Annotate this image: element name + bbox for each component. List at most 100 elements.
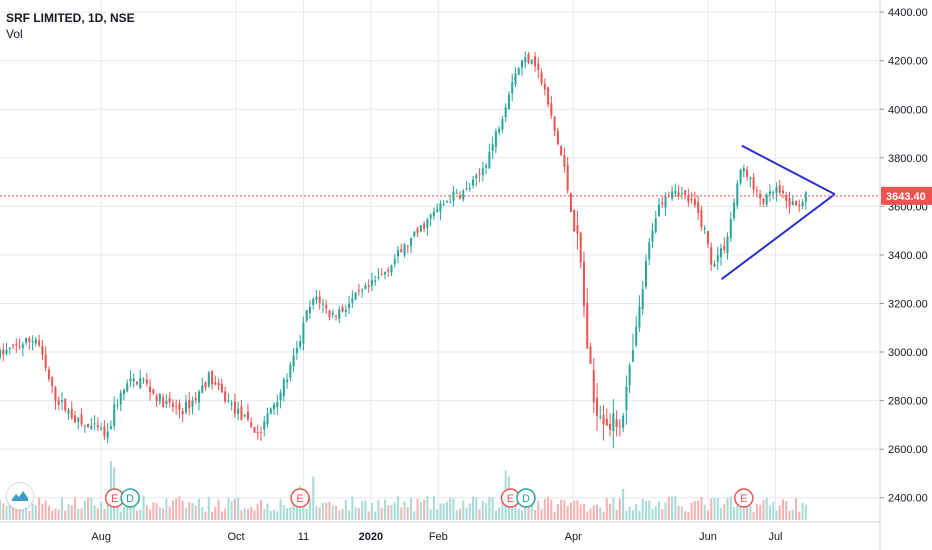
volume-bar xyxy=(8,504,11,520)
volume-bar xyxy=(638,510,641,520)
y-tick-label: 3200.00 xyxy=(888,298,928,310)
tradingview-logo[interactable] xyxy=(6,482,34,510)
volume-bar xyxy=(726,498,729,520)
volume-bar xyxy=(481,500,484,520)
candle-body xyxy=(573,209,576,232)
candle-body xyxy=(504,107,507,118)
candle-body xyxy=(746,169,749,177)
volume-bar xyxy=(370,502,373,520)
volume-bar xyxy=(416,498,419,520)
volume-bar xyxy=(256,503,259,520)
candle-body xyxy=(335,315,338,317)
volume-bar xyxy=(804,504,807,520)
candle-body xyxy=(64,398,67,411)
candle-body xyxy=(269,408,272,414)
candle-body xyxy=(279,392,282,401)
volume-bar xyxy=(194,505,197,520)
marker-label: E xyxy=(507,493,514,505)
candle-body xyxy=(197,391,201,403)
candle-body xyxy=(126,383,129,392)
candle-body xyxy=(661,202,664,205)
candle-body xyxy=(462,190,465,200)
candle-body xyxy=(654,218,657,232)
volume-bar xyxy=(641,498,644,520)
x-tick-label: 11 xyxy=(298,531,309,543)
candle-body xyxy=(465,188,468,190)
dividend-marker[interactable]: D xyxy=(516,488,536,508)
volume-bar xyxy=(599,507,602,520)
candle-body xyxy=(299,341,302,347)
volume-bar xyxy=(119,511,122,520)
volume-bar xyxy=(586,511,589,520)
candle-body xyxy=(540,72,543,84)
volume-label: Vol xyxy=(6,27,23,41)
volume-bar xyxy=(191,502,194,520)
volume-bar xyxy=(31,503,34,520)
volume-bar xyxy=(759,505,762,520)
volume-bar xyxy=(155,503,158,520)
candle-body xyxy=(74,415,77,423)
price-axis[interactable]: 2400.00 2600.00 2800.00 3000.00 3200.00 3400.… xyxy=(879,0,932,550)
candle-body xyxy=(2,349,5,355)
marker-label: D xyxy=(126,493,134,505)
candle-body xyxy=(318,296,321,304)
candle-body xyxy=(217,382,220,386)
volume-bar xyxy=(514,505,517,520)
candle-body xyxy=(641,289,644,310)
volume-bar xyxy=(380,508,383,520)
volume-bar xyxy=(80,508,83,520)
earnings-marker[interactable]: E xyxy=(734,488,754,508)
volume-bar xyxy=(302,504,305,520)
volume-bar xyxy=(742,503,745,520)
volume-bar xyxy=(589,508,592,520)
volume-bar xyxy=(475,497,478,520)
volume-bar xyxy=(331,505,334,520)
volume-bar xyxy=(171,500,174,520)
candle-body xyxy=(426,219,429,228)
volume-bar xyxy=(540,509,543,520)
volume-bar xyxy=(618,498,621,520)
volume-bar xyxy=(729,496,732,520)
candle-body xyxy=(618,425,621,427)
volume-bar xyxy=(178,496,181,520)
volume-bar xyxy=(145,505,148,520)
candle-body xyxy=(113,404,116,426)
candle-body xyxy=(12,344,15,346)
volume-bar xyxy=(501,499,504,520)
volume-bar xyxy=(318,507,321,520)
volume-bar xyxy=(788,510,791,520)
candle-body xyxy=(28,338,31,342)
candle-body xyxy=(713,263,716,267)
candle-body xyxy=(83,425,86,427)
candle-body xyxy=(736,183,739,206)
volume-bar xyxy=(126,499,129,520)
candle-body xyxy=(377,276,380,279)
time-axis[interactable]: Aug Oct 11 2020 Feb Apr Jun Jul xyxy=(0,521,880,543)
triangle-pattern[interactable] xyxy=(720,144,836,281)
volume-bar xyxy=(684,511,687,520)
volume-bar xyxy=(240,509,243,520)
candle-body xyxy=(589,346,592,364)
earnings-marker[interactable]: E xyxy=(290,488,310,508)
x-tick-label: Jul xyxy=(768,531,782,543)
volume-bar xyxy=(175,498,178,520)
candle-body xyxy=(181,410,184,415)
volume-bar xyxy=(560,499,563,520)
volume-bar xyxy=(397,496,400,520)
volume-bar xyxy=(677,506,680,520)
volume-bar xyxy=(357,508,360,520)
volume-bar xyxy=(680,506,683,520)
candle-body xyxy=(380,273,383,275)
candle-body xyxy=(537,63,540,71)
last-price-label: 3643.40 xyxy=(886,191,926,203)
candle-body xyxy=(612,413,615,432)
candle-body xyxy=(188,399,191,409)
dividend-marker[interactable]: D xyxy=(120,488,140,508)
candle-body xyxy=(136,381,139,385)
candle-body xyxy=(328,310,331,318)
candle-body xyxy=(719,248,723,257)
candle-body xyxy=(534,56,537,67)
y-tick-label: 3800.00 xyxy=(888,153,928,165)
